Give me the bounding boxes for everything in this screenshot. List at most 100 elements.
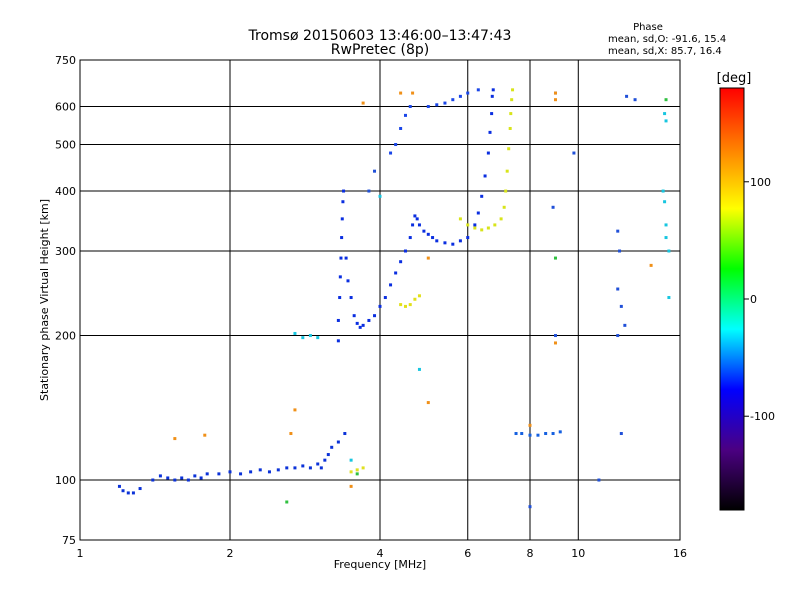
- data-point: [336, 440, 340, 444]
- data-point: [344, 256, 348, 260]
- data-point: [389, 151, 393, 155]
- stats-line-x: mean, sd,X: 85.7, 16.4: [608, 46, 722, 57]
- data-point: [340, 236, 344, 240]
- data-point: [663, 200, 667, 204]
- data-point: [289, 432, 293, 436]
- data-point: [361, 101, 365, 105]
- data-point: [664, 236, 668, 240]
- data-point: [502, 205, 506, 209]
- data-point: [415, 217, 419, 221]
- data-point: [476, 88, 480, 92]
- data-point: [355, 468, 359, 472]
- data-point: [528, 423, 532, 427]
- data-point: [667, 249, 671, 253]
- data-point: [173, 478, 177, 482]
- data-point: [293, 408, 297, 412]
- data-point: [480, 228, 484, 232]
- data-point: [417, 294, 421, 298]
- y-tick-label: 500: [55, 139, 76, 152]
- data-point: [340, 217, 344, 221]
- data-point: [618, 249, 622, 253]
- data-point: [466, 223, 470, 227]
- y-axis-ticks: 75 100 200 300 400 500 600 750: [55, 54, 76, 547]
- data-point: [411, 91, 415, 95]
- data-point: [413, 214, 417, 218]
- y-tick-label: 750: [55, 54, 76, 67]
- data-point: [664, 98, 668, 102]
- series-orange-yellow-scatter: [173, 91, 653, 488]
- data-point: [285, 466, 289, 470]
- data-point: [417, 223, 421, 227]
- data-point: [336, 339, 340, 343]
- x-tick-label: 8: [527, 547, 534, 560]
- data-point: [205, 472, 209, 476]
- data-point: [616, 287, 620, 291]
- data-point: [476, 211, 480, 215]
- y-tick-label: 200: [55, 330, 76, 343]
- data-point: [490, 94, 494, 98]
- data-point: [551, 205, 555, 209]
- data-point: [466, 91, 470, 95]
- data-point: [553, 91, 557, 95]
- data-point: [346, 279, 350, 283]
- data-point: [166, 476, 170, 480]
- data-point: [378, 304, 382, 308]
- data-point: [664, 223, 668, 227]
- data-point: [249, 470, 253, 474]
- data-point: [323, 458, 327, 462]
- data-point: [151, 478, 155, 482]
- data-point: [623, 323, 627, 327]
- y-axis-label: Stationary phase Virtual Height [km]: [38, 199, 51, 401]
- data-point: [394, 271, 398, 275]
- x-tick-label: 16: [673, 547, 687, 560]
- data-point: [411, 223, 415, 227]
- data-point: [509, 112, 513, 116]
- data-point: [316, 462, 320, 466]
- data-point: [458, 217, 462, 221]
- data-point: [378, 194, 382, 198]
- data-point: [203, 433, 207, 437]
- colorbar-tick-label: 0: [750, 293, 757, 306]
- data-point: [293, 331, 297, 335]
- data-point: [426, 401, 430, 405]
- y-tick-label: 100: [55, 474, 76, 487]
- data-point: [499, 217, 503, 221]
- data-point: [451, 98, 455, 102]
- data-point: [486, 226, 490, 230]
- data-point: [426, 232, 430, 236]
- data-point: [173, 437, 177, 441]
- data-point: [399, 303, 403, 307]
- data-point: [341, 200, 345, 204]
- data-point: [510, 98, 514, 102]
- data-point: [330, 445, 334, 449]
- data-point: [507, 147, 511, 151]
- data-point: [435, 103, 439, 107]
- y-tick-label: 600: [55, 101, 76, 114]
- data-point: [553, 341, 557, 345]
- chart-subtitle: RwPretec (8p): [331, 42, 429, 58]
- data-point: [126, 491, 130, 495]
- data-point: [408, 303, 412, 307]
- data-point: [488, 130, 492, 134]
- data-point: [293, 466, 297, 470]
- data-point: [619, 432, 623, 436]
- data-point: [426, 256, 430, 260]
- colorbar-ticks: 100 0 -100: [744, 176, 775, 423]
- data-point: [417, 367, 421, 371]
- x-tick-label: 2: [227, 547, 234, 560]
- data-point: [355, 472, 359, 476]
- data-point: [285, 500, 289, 504]
- data-point: [443, 101, 447, 105]
- data-point: [649, 263, 653, 267]
- data-point: [511, 88, 515, 92]
- chart-title: Tromsø 20150603 13:46:00–13:47:43: [248, 28, 512, 44]
- x-tick-label: 1: [77, 547, 84, 560]
- data-point: [536, 433, 540, 437]
- data-point: [616, 334, 620, 338]
- grid-lines: [80, 60, 680, 540]
- data-point: [505, 169, 509, 173]
- data-point: [619, 304, 623, 308]
- data-point: [239, 472, 243, 476]
- colorbar: [719, 87, 745, 511]
- data-point: [504, 189, 508, 193]
